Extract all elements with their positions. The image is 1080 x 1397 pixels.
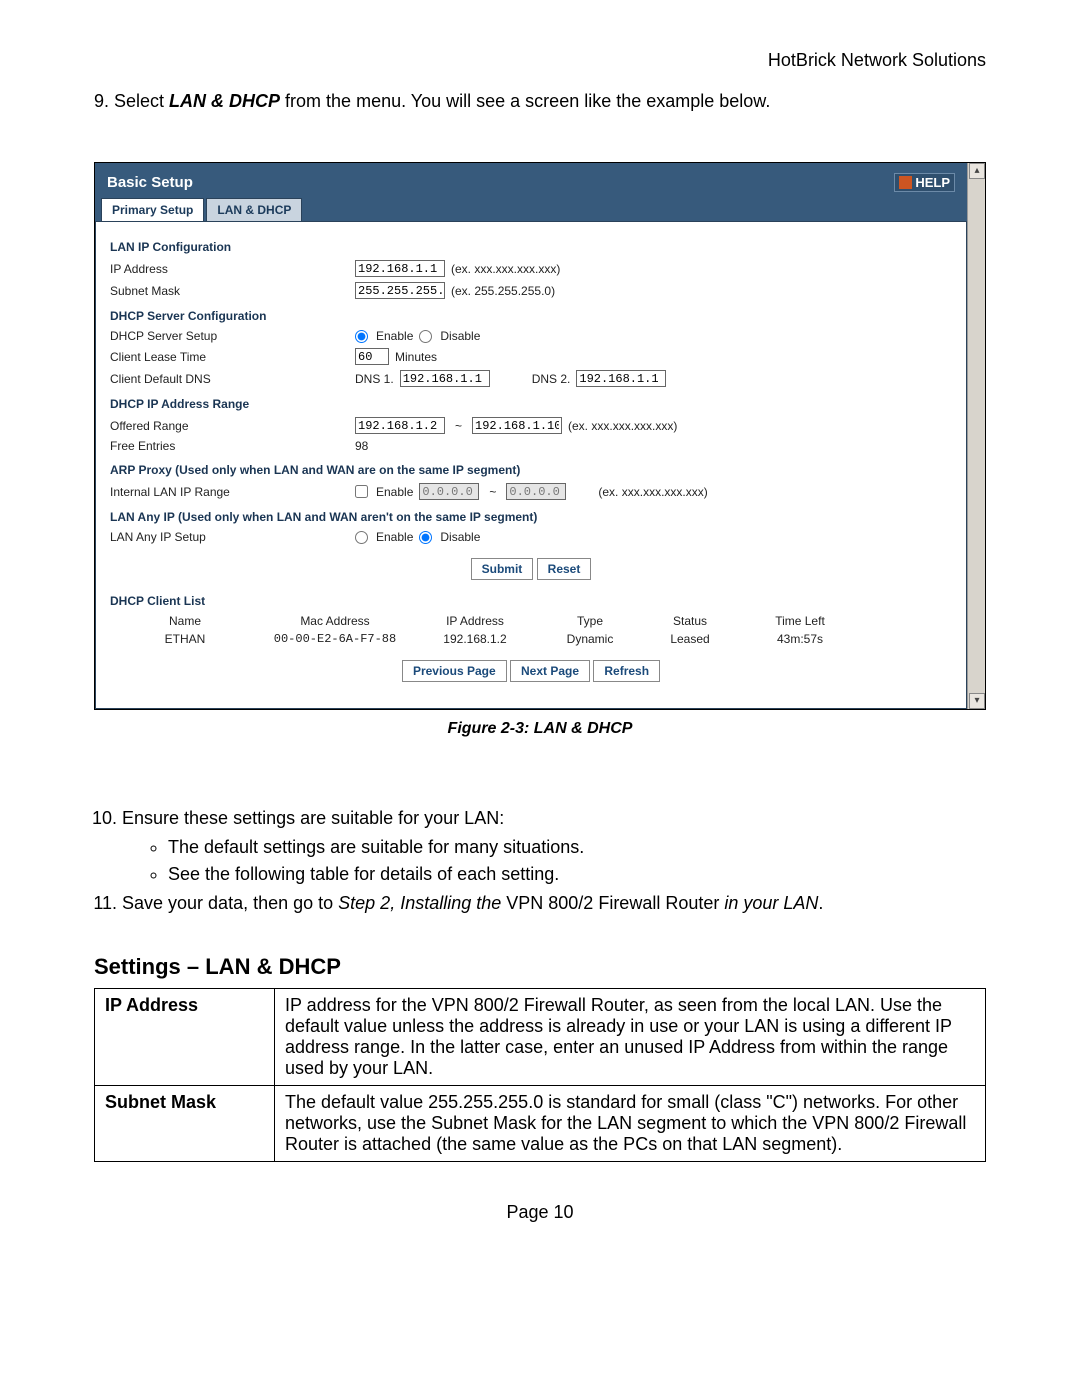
cell-sm-val: The default value 255.255.255.0 is stand…: [275, 1086, 986, 1162]
hint-subnet: (ex. 255.255.255.0): [451, 284, 555, 298]
label-offered-range: Offered Range: [110, 419, 355, 433]
cell-sm-key: Subnet Mask: [95, 1086, 275, 1162]
settings-table: IP Address IP address for the VPN 800/2 …: [94, 988, 986, 1162]
input-lease-time[interactable]: [355, 348, 389, 365]
label-subnet-mask: Subnet Mask: [110, 284, 355, 298]
radio-dhcp-enable[interactable]: [355, 330, 368, 343]
section-lan-ip: LAN IP Configuration: [110, 240, 952, 254]
cell-mac: 00-00-E2-6A-F7-88: [260, 632, 410, 646]
scrollbar[interactable]: ▴ ▾: [967, 163, 985, 709]
settings-heading: Settings – LAN & DHCP: [94, 954, 986, 980]
cell-type: Dynamic: [540, 632, 640, 646]
section-arp-proxy: ARP Proxy (Used only when LAN and WAN ar…: [110, 463, 952, 477]
cell-time: 43m:57s: [740, 632, 860, 646]
step11-em: Step 2, Installing the: [338, 893, 501, 913]
screenshot-figure: ▴ ▾ Basic Setup HELP Primary Setup LAN &…: [94, 162, 986, 710]
scroll-up-icon[interactable]: ▴: [969, 163, 985, 179]
label-default-dns: Client Default DNS: [110, 372, 355, 386]
label-dns2: DNS 2.: [532, 372, 571, 386]
col-type: Type: [540, 614, 640, 628]
hint-arp: (ex. xxx.xxx.xxx.xxx): [598, 485, 707, 499]
cell-ip-val: IP address for the VPN 800/2 Firewall Ro…: [275, 989, 986, 1086]
label-enable: Enable: [376, 329, 413, 343]
table-row: IP Address IP address for the VPN 800/2 …: [95, 989, 986, 1086]
help-label: HELP: [915, 175, 950, 190]
input-range-from[interactable]: [355, 417, 445, 434]
prev-page-button[interactable]: Previous Page: [402, 660, 507, 682]
col-time: Time Left: [740, 614, 860, 628]
section-ip-range: DHCP IP Address Range: [110, 397, 952, 411]
hint-ip: (ex. xxx.xxx.xxx.xxx): [451, 262, 560, 276]
col-mac: Mac Address: [260, 614, 410, 628]
label-internal-range: Internal LAN IP Range: [110, 485, 355, 499]
panel-title: Basic Setup: [107, 174, 193, 191]
value-free-entries: 98: [355, 439, 368, 453]
cell-status: Leased: [640, 632, 740, 646]
figure-caption: Figure 2-3: LAN & DHCP: [94, 720, 986, 738]
step11-end: .: [818, 893, 823, 913]
input-ip-address[interactable]: [355, 260, 445, 277]
hint-range: (ex. xxx.xxx.xxx.xxx): [568, 419, 677, 433]
help-button[interactable]: HELP: [894, 173, 955, 192]
section-lan-anyip: LAN Any IP (Used only when LAN and WAN a…: [110, 510, 952, 524]
radio-anyip-enable[interactable]: [355, 531, 368, 544]
doc-header: HotBrick Network Solutions: [94, 50, 986, 71]
client-row: ETHAN 00-00-E2-6A-F7-88 192.168.1.2 Dyna…: [110, 632, 952, 646]
cell-ip-key: IP Address: [95, 989, 275, 1086]
table-row: Subnet Mask The default value 255.255.25…: [95, 1086, 986, 1162]
radio-dhcp-disable[interactable]: [419, 330, 432, 343]
radio-anyip-disable[interactable]: [419, 531, 432, 544]
step10-text: Ensure these settings are suitable for y…: [122, 808, 504, 828]
section-client-list: DHCP Client List: [110, 594, 952, 608]
label-minutes: Minutes: [395, 350, 437, 364]
step11-em2: in your LAN: [724, 893, 818, 913]
label-anyip-enable: Enable: [376, 530, 413, 544]
scroll-down-icon[interactable]: ▾: [969, 693, 985, 709]
cell-name: ETHAN: [110, 632, 260, 646]
tab-primary-setup[interactable]: Primary Setup: [101, 198, 204, 221]
input-range-to[interactable]: [472, 417, 562, 434]
col-status: Status: [640, 614, 740, 628]
label-free-entries: Free Entries: [110, 439, 355, 453]
steps-list: Ensure these settings are suitable for y…: [94, 808, 986, 914]
cell-ip: 192.168.1.2: [410, 632, 540, 646]
input-arp-to: [506, 483, 566, 500]
step9-suffix: from the menu. You will see a screen lik…: [280, 91, 770, 111]
client-list-header: Name Mac Address IP Address Type Status …: [110, 614, 952, 628]
label-disable: Disable: [440, 329, 480, 343]
label-dns1: DNS 1.: [355, 372, 394, 386]
input-arp-from: [419, 483, 479, 500]
section-dhcp-server: DHCP Server Configuration: [110, 309, 952, 323]
refresh-button[interactable]: Refresh: [593, 660, 660, 682]
page-number: Page 10: [94, 1202, 986, 1223]
step11-pre: Save your data, then go to: [122, 893, 338, 913]
arp-tilde: ~: [489, 485, 496, 499]
step11-mid: VPN 800/2 Firewall Router: [501, 893, 724, 913]
step10-bullet-2: See the following table for details of e…: [168, 864, 986, 885]
next-page-button[interactable]: Next Page: [510, 660, 590, 682]
step-10: Ensure these settings are suitable for y…: [122, 808, 986, 885]
input-dns2[interactable]: [576, 370, 666, 387]
range-tilde: ~: [455, 419, 462, 433]
col-name: Name: [110, 614, 260, 628]
reset-button[interactable]: Reset: [537, 558, 592, 580]
step9-prefix: 9. Select: [94, 91, 169, 111]
label-anyip-setup: LAN Any IP Setup: [110, 530, 355, 544]
step-9: 9. Select LAN & DHCP from the menu. You …: [94, 91, 986, 112]
label-ip-address: IP Address: [110, 262, 355, 276]
tab-lan-dhcp[interactable]: LAN & DHCP: [206, 198, 302, 221]
input-subnet-mask[interactable]: [355, 282, 445, 299]
check-arp-enable[interactable]: [355, 485, 368, 498]
label-dhcp-setup: DHCP Server Setup: [110, 329, 355, 343]
label-arp-enable: Enable: [376, 485, 413, 499]
help-icon: [899, 176, 912, 189]
submit-button[interactable]: Submit: [471, 558, 534, 580]
step10-bullet-1: The default settings are suitable for ma…: [168, 837, 986, 858]
step-11: Save your data, then go to Step 2, Insta…: [122, 893, 986, 914]
label-lease-time: Client Lease Time: [110, 350, 355, 364]
step9-bold: LAN & DHCP: [169, 91, 280, 111]
col-ip: IP Address: [410, 614, 540, 628]
input-dns1[interactable]: [400, 370, 490, 387]
label-anyip-disable: Disable: [440, 530, 480, 544]
